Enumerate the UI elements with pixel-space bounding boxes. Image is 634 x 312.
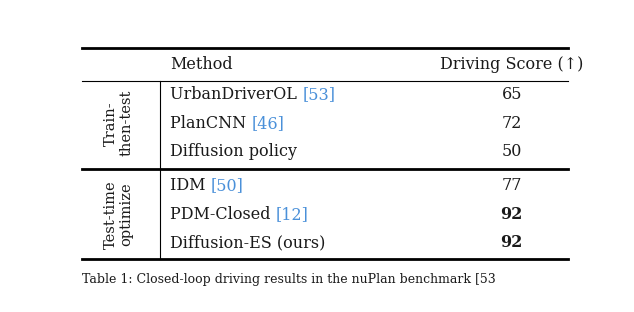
Text: 92: 92 [500,234,523,251]
Text: Test-time
optimize: Test-time optimize [103,180,134,249]
Text: [50]: [50] [210,178,243,194]
Text: PDM-Closed: PDM-Closed [170,206,276,223]
Text: 77: 77 [501,178,522,194]
Text: Diffusion policy: Diffusion policy [170,143,297,160]
Text: Train-
then-test: Train- then-test [103,90,134,156]
Text: PlanCNN: PlanCNN [170,115,252,132]
Text: Driving Score (↑): Driving Score (↑) [440,56,583,73]
Text: 92: 92 [500,206,523,223]
Text: UrbanDriverOL: UrbanDriverOL [170,86,302,103]
Text: Table 1: Closed-loop driving results in the nuPlan benchmark [53: Table 1: Closed-loop driving results in … [82,273,495,286]
Text: [53]: [53] [302,86,335,103]
Text: IDM: IDM [170,178,210,194]
Text: Method: Method [170,56,233,73]
Text: 50: 50 [501,143,522,160]
Text: Diffusion-ES (ours): Diffusion-ES (ours) [170,234,325,251]
Text: [12]: [12] [276,206,309,223]
Text: 72: 72 [501,115,522,132]
Text: 65: 65 [501,86,522,103]
Text: [46]: [46] [252,115,284,132]
